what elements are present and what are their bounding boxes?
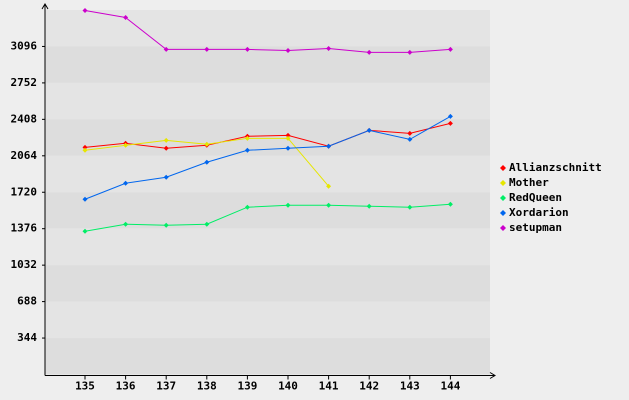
- data-point: [82, 8, 88, 14]
- data-point: [244, 204, 250, 210]
- y-tick-label: 1376: [11, 222, 38, 235]
- data-point: [204, 221, 210, 227]
- data-point: [82, 144, 88, 150]
- y-axis-arrow: [41, 3, 49, 10]
- plot-band: [45, 192, 490, 229]
- x-tick-label: 135: [75, 380, 95, 393]
- y-tick-label: 3096: [11, 39, 38, 52]
- legend-label: Xordarion: [509, 206, 569, 219]
- data-point: [82, 147, 88, 153]
- y-tick-label: 344: [17, 331, 37, 344]
- legend-marker: [500, 195, 506, 201]
- x-tick-label: 138: [197, 380, 217, 393]
- data-point: [82, 228, 88, 234]
- data-point: [407, 130, 413, 136]
- data-point: [123, 180, 129, 186]
- plot-band: [45, 119, 490, 156]
- plot-band: [45, 265, 490, 302]
- legend-label: Mother: [509, 176, 549, 189]
- x-tick-label: 144: [440, 380, 460, 393]
- legend-label: setupman: [509, 221, 562, 234]
- plot-band: [45, 46, 490, 83]
- legend-marker: [500, 165, 506, 171]
- data-point: [82, 196, 88, 202]
- data-point: [163, 137, 169, 143]
- data-point: [163, 222, 169, 228]
- data-point: [326, 202, 332, 208]
- plot-band: [45, 82, 490, 120]
- data-point: [204, 141, 210, 147]
- data-point: [447, 120, 453, 126]
- x-tick-label: 143: [400, 380, 420, 393]
- data-point: [326, 45, 332, 51]
- y-tick-label: 1720: [11, 185, 38, 198]
- plot-band: [45, 338, 490, 375]
- plot-band: [45, 155, 490, 193]
- y-tick-label: 2064: [11, 149, 38, 162]
- data-point: [285, 202, 291, 208]
- data-point: [407, 49, 413, 55]
- x-tick-label: 141: [319, 380, 339, 393]
- data-point: [407, 204, 413, 210]
- data-point: [326, 183, 332, 189]
- data-point: [366, 203, 372, 209]
- data-point: [285, 135, 291, 141]
- data-point: [285, 47, 291, 53]
- y-tick-label: 2752: [11, 76, 38, 89]
- data-point: [326, 143, 332, 149]
- data-point: [204, 46, 210, 52]
- data-point: [244, 46, 250, 52]
- series-line: [84, 115, 451, 200]
- x-tick-label: 142: [359, 380, 379, 393]
- series-line: [84, 203, 451, 232]
- data-point: [447, 46, 453, 52]
- x-tick-label: 137: [156, 380, 176, 393]
- data-point: [366, 127, 372, 133]
- legend-marker: [500, 180, 506, 186]
- data-point: [366, 49, 372, 55]
- y-tick-label: 688: [17, 295, 37, 308]
- x-tick-label: 140: [278, 380, 298, 393]
- legend-marker: [500, 225, 506, 231]
- plot-band: [45, 301, 490, 339]
- y-tick-label: 2408: [11, 112, 38, 125]
- y-tick-label: 1032: [11, 258, 38, 271]
- data-point: [447, 113, 453, 119]
- data-point: [163, 145, 169, 151]
- x-tick-label: 139: [237, 380, 257, 393]
- data-point: [285, 145, 291, 151]
- data-point: [244, 135, 250, 141]
- x-axis-arrow: [489, 372, 496, 379]
- data-point: [123, 15, 129, 21]
- data-point: [285, 132, 291, 138]
- plot-band: [45, 228, 490, 266]
- data-point: [123, 221, 129, 227]
- data-point: [244, 147, 250, 153]
- x-tick-label: 136: [116, 380, 136, 393]
- data-point: [123, 142, 129, 148]
- legend-marker: [500, 210, 506, 216]
- series-line: [84, 122, 451, 149]
- data-point: [407, 136, 413, 142]
- legend-label: Allianzschnitt: [509, 161, 602, 174]
- data-point: [163, 46, 169, 52]
- data-point: [163, 174, 169, 180]
- data-point: [204, 159, 210, 165]
- legend-label: RedQueen: [509, 191, 562, 204]
- data-point: [447, 201, 453, 207]
- series-line: [84, 10, 451, 53]
